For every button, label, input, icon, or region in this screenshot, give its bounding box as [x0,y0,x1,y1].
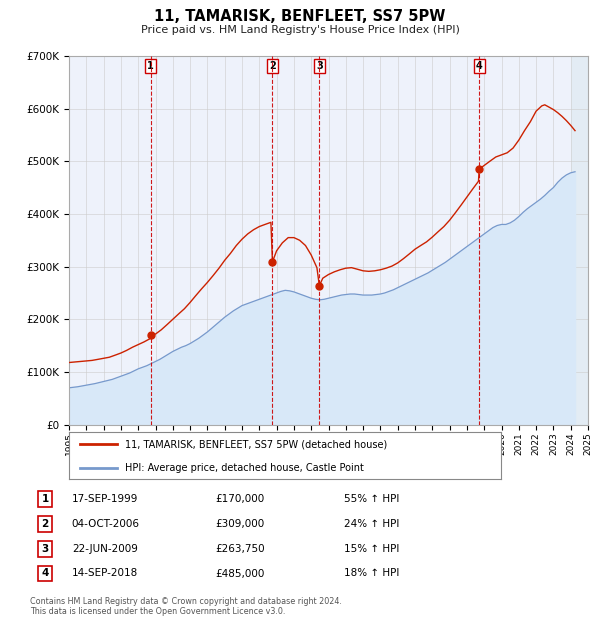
Text: £309,000: £309,000 [215,519,265,529]
Text: 2: 2 [41,519,49,529]
Text: £263,750: £263,750 [215,544,265,554]
Text: 3: 3 [41,544,49,554]
Text: 55% ↑ HPI: 55% ↑ HPI [344,494,400,504]
Text: 17-SEP-1999: 17-SEP-1999 [72,494,138,504]
Text: 04-OCT-2006: 04-OCT-2006 [71,519,139,529]
Text: 4: 4 [41,569,49,578]
Text: 15% ↑ HPI: 15% ↑ HPI [344,544,400,554]
Text: 1: 1 [147,61,154,71]
Text: 22-JUN-2009: 22-JUN-2009 [72,544,138,554]
Text: 3: 3 [316,61,323,71]
Text: HPI: Average price, detached house, Castle Point: HPI: Average price, detached house, Cast… [125,463,364,474]
Text: 18% ↑ HPI: 18% ↑ HPI [344,569,400,578]
Text: £170,000: £170,000 [215,494,265,504]
Text: 11, TAMARISK, BENFLEET, SS7 5PW: 11, TAMARISK, BENFLEET, SS7 5PW [154,9,446,24]
Text: 14-SEP-2018: 14-SEP-2018 [72,569,138,578]
Text: 1: 1 [41,494,49,504]
Text: Price paid vs. HM Land Registry's House Price Index (HPI): Price paid vs. HM Land Registry's House … [140,25,460,35]
Text: 4: 4 [476,61,482,71]
Text: Contains HM Land Registry data © Crown copyright and database right 2024.
This d: Contains HM Land Registry data © Crown c… [30,597,342,616]
Text: 24% ↑ HPI: 24% ↑ HPI [344,519,400,529]
Text: 11, TAMARISK, BENFLEET, SS7 5PW (detached house): 11, TAMARISK, BENFLEET, SS7 5PW (detache… [125,439,388,450]
Text: £485,000: £485,000 [215,569,265,578]
Bar [571,56,588,425]
Text: 2: 2 [269,61,276,71]
